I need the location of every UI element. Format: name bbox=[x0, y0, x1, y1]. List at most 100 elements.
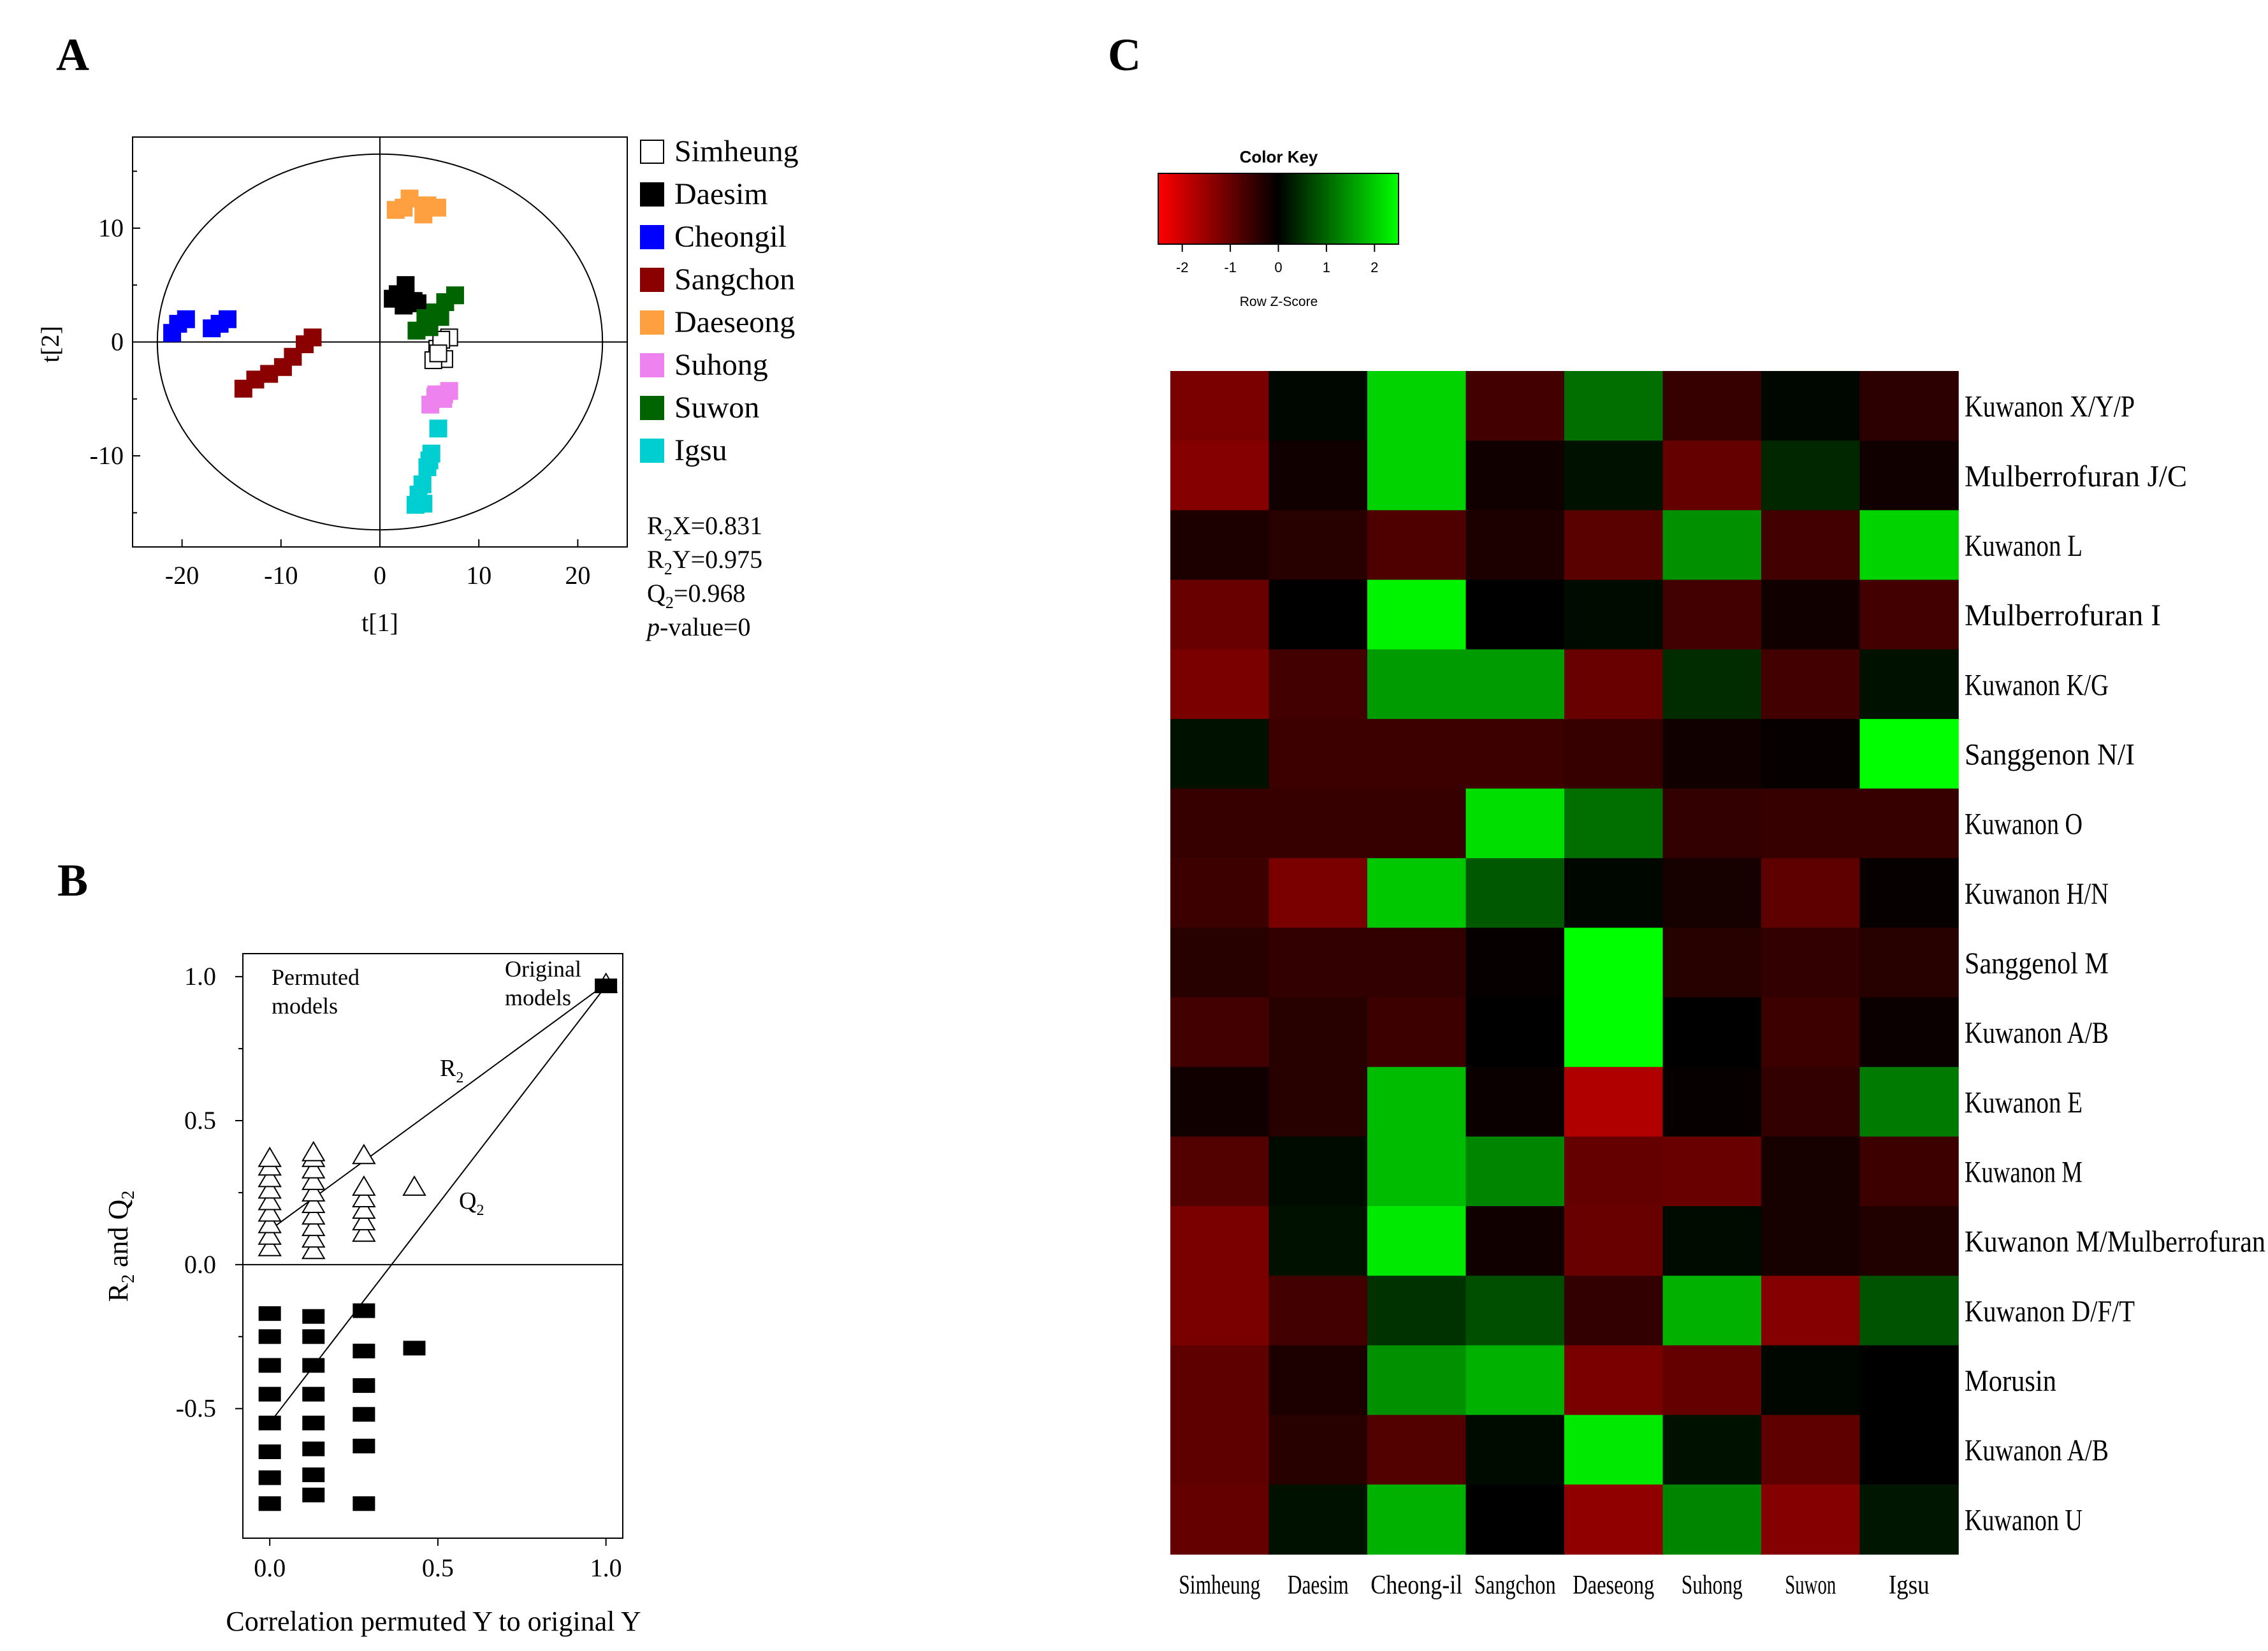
panel-b-r2-line-label: R2 bbox=[440, 1055, 463, 1086]
r2-permuted-point bbox=[352, 1210, 376, 1231]
heatmap-cell bbox=[1761, 718, 1861, 789]
score-point-igsu bbox=[414, 495, 433, 513]
r2-permuted-point bbox=[352, 1186, 376, 1207]
q2-permuted-point bbox=[302, 1358, 325, 1373]
heatmap-row-label: Sanggenon N/I bbox=[1965, 738, 2135, 771]
heatmap-row-label: Sanggenol M bbox=[1965, 947, 2109, 980]
heatmap-cell bbox=[1859, 997, 1959, 1068]
heatmap-cell bbox=[1268, 1066, 1368, 1137]
q2-permuted-point bbox=[258, 1306, 281, 1321]
score-point-igsu bbox=[420, 451, 439, 470]
r2-permuted-point bbox=[302, 1227, 326, 1248]
heatmap-cell bbox=[1268, 1206, 1368, 1277]
panel-b-permuted-label-1: Permuted bbox=[272, 964, 360, 990]
panel-a-x-axis-label: t[1] bbox=[361, 608, 398, 637]
panel-c-heatmap: Color Key -2 -1 0 1 2 Row Z-Score Kuwanon X/… bbox=[1158, 147, 2268, 1600]
color-key-tick-label: -1 bbox=[1224, 259, 1237, 275]
panel-a-y-axis-label: t[2] bbox=[36, 326, 64, 363]
color-key-axis-label: Row Z-Score bbox=[1240, 295, 1318, 309]
legend-label-suwon: Suwon bbox=[674, 391, 759, 425]
heatmap-cell bbox=[1761, 1415, 1861, 1485]
stat-p-value: p-value=0 bbox=[645, 613, 751, 641]
q2-permuted-point bbox=[258, 1329, 281, 1344]
heatmap-cell bbox=[1170, 371, 1270, 441]
r2-permuted-point bbox=[258, 1201, 282, 1222]
r2-permuted-point bbox=[302, 1193, 326, 1213]
heatmap-column-label: Sangchon bbox=[1474, 1571, 1556, 1600]
heatmap-cell bbox=[1761, 440, 1861, 511]
r2-permuted-point bbox=[302, 1239, 326, 1260]
heatmap-cell bbox=[1564, 927, 1664, 998]
legend-swatch-daesim bbox=[640, 182, 664, 207]
heatmap-cell bbox=[1170, 927, 1270, 998]
heatmap-cell bbox=[1564, 1484, 1664, 1555]
x-tick-label: 1.0 bbox=[590, 1553, 622, 1582]
q2-permuted-point bbox=[302, 1467, 325, 1483]
legend-swatch-suwon bbox=[640, 396, 664, 420]
heatmap-row-label: Kuwanon L bbox=[1965, 529, 2083, 563]
heatmap-row-label: Mulberrofuran J/C bbox=[1965, 460, 2187, 493]
heatmap-cell bbox=[1564, 440, 1664, 511]
r2-permuted-point bbox=[258, 1167, 282, 1188]
heatmap-cell bbox=[1268, 510, 1368, 581]
panel-b-original-label-2: models bbox=[505, 985, 571, 1010]
heatmap-cell bbox=[1367, 1484, 1467, 1555]
heatmap-cell bbox=[1564, 649, 1664, 720]
y-tick-label: 0.5 bbox=[184, 1106, 216, 1135]
r2-permuted-point bbox=[258, 1212, 282, 1233]
heatmap-row-label: Kuwanon H/N bbox=[1965, 877, 2109, 911]
heatmap-cell bbox=[1170, 1415, 1270, 1485]
heatmap-cell bbox=[1170, 649, 1270, 720]
heatmap-row-label: Morusin bbox=[1965, 1364, 2056, 1398]
y-tick-label: 0 bbox=[111, 328, 124, 356]
legend-swatch-cheongil bbox=[640, 225, 664, 249]
heatmap-cell bbox=[1465, 927, 1565, 998]
heatmap-cell bbox=[1465, 1276, 1565, 1346]
heatmap-cell bbox=[1367, 1206, 1467, 1277]
legend-label-cheongil: Cheongil bbox=[674, 220, 787, 254]
heatmap-cell bbox=[1859, 1066, 1959, 1137]
heatmap-cell bbox=[1662, 1276, 1762, 1346]
panel-b-permutation-plot: 0.0 0.5 1.0 -0.50.00.51.0 Permuted models … bbox=[103, 953, 641, 1637]
q2-permuted-point bbox=[302, 1329, 325, 1344]
panel-a-y-ticks: -10 0 10 bbox=[90, 170, 140, 514]
x-tick-label: 10 bbox=[466, 561, 491, 590]
q2-permuted-point bbox=[353, 1496, 375, 1511]
panel-b-original-label-1: Original bbox=[505, 956, 581, 982]
heatmap-row-label: Kuwanon O bbox=[1965, 808, 2083, 841]
q2-permuted-point bbox=[302, 1441, 325, 1457]
regression-line-q2 bbox=[269, 985, 607, 1423]
heatmap-cell bbox=[1662, 997, 1762, 1068]
heatmap-cell bbox=[1662, 579, 1762, 650]
score-point-daeseong bbox=[418, 196, 437, 215]
heatmap-cell bbox=[1564, 997, 1664, 1068]
legend-label-sangchon: Sangchon bbox=[674, 263, 795, 296]
heatmap-cell bbox=[1564, 510, 1664, 581]
heatmap-row-label: Kuwanon X/Y/P bbox=[1965, 390, 2135, 424]
r2-permuted-point bbox=[352, 1144, 376, 1165]
heatmap-cell bbox=[1662, 1484, 1762, 1555]
heatmap-cell bbox=[1859, 858, 1959, 929]
panel-b-permuted-label-2: models bbox=[272, 993, 338, 1019]
heatmap-cell bbox=[1564, 1206, 1664, 1277]
y-tick-label: -10 bbox=[90, 441, 124, 470]
r2-permuted-point bbox=[352, 1221, 376, 1242]
heatmap-cell bbox=[1761, 1276, 1861, 1346]
heatmap-cell bbox=[1761, 927, 1861, 998]
heatmap-cell bbox=[1268, 997, 1368, 1068]
legend-label-simheung: Simheung bbox=[674, 135, 799, 168]
heatmap-row-label: Mulberrofuran I bbox=[1965, 599, 2161, 632]
heatmap-cell bbox=[1662, 927, 1762, 998]
panel-a-legend: Simheung Daesim Cheongil Sangchon Daeseong Su… bbox=[640, 135, 799, 467]
y-tick-label: 10 bbox=[98, 214, 124, 242]
q2-permuted-point bbox=[258, 1415, 281, 1430]
panel-label-c: C bbox=[1108, 29, 1141, 80]
r2-permuted-point bbox=[258, 1189, 282, 1211]
heatmap-cell bbox=[1170, 1276, 1270, 1346]
heatmap-cell bbox=[1859, 371, 1959, 441]
heatmap-cell bbox=[1761, 789, 1861, 859]
r2-permuted-point bbox=[352, 1198, 376, 1219]
panel-a-stats: R2X=0.831 R2Y=0.975 Q2=0.968 p-value=0 bbox=[645, 511, 762, 641]
heatmap-cell bbox=[1465, 1345, 1565, 1416]
heatmap-cell bbox=[1268, 1484, 1368, 1555]
